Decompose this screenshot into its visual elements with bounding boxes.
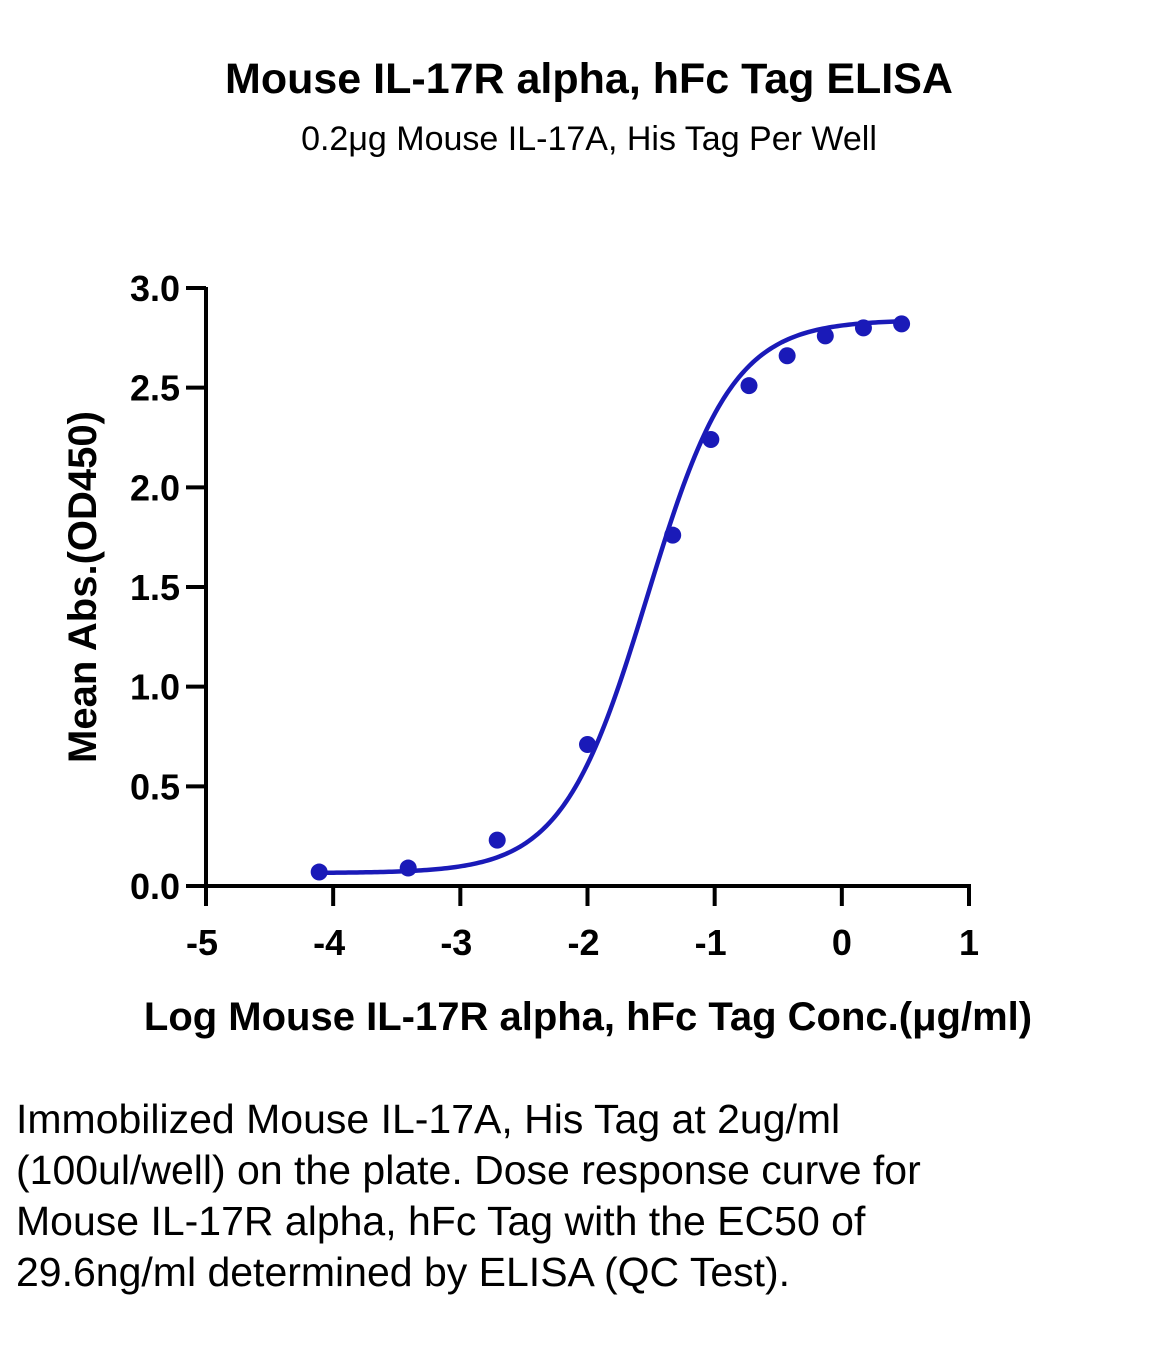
y-tick-label: 1.0 (130, 667, 180, 708)
y-tick-label: 3.0 (130, 268, 180, 309)
data-point (854, 319, 872, 337)
data-points (310, 315, 911, 881)
fit-curve (319, 319, 902, 876)
y-tick-label: 2.0 (130, 467, 180, 508)
data-point (740, 377, 758, 395)
data-point (702, 430, 720, 448)
x-tick-label: 0 (832, 922, 852, 963)
axes: 0.0 0.5 1.0 1.5 2.0 2.5 3.0 -5 -4 -3 -2 -1 0 1 (130, 268, 979, 963)
data-point (816, 327, 834, 345)
data-point (579, 735, 596, 753)
y-tick-label: 0.5 (130, 766, 180, 807)
data-point (399, 859, 417, 877)
y-tick-label: 0.0 (130, 866, 180, 907)
y-tick-label: 1.5 (130, 567, 180, 608)
fit-curve-layer (319, 319, 902, 876)
x-tick-label: -2 (567, 922, 599, 963)
figure-caption: Immobilized Mouse IL-17A, His Tag at 2ug… (16, 1096, 921, 1295)
data-point (488, 831, 506, 849)
data-point (893, 315, 911, 333)
data-point (778, 347, 796, 365)
x-tick-label: -1 (695, 922, 727, 963)
chart-title: Mouse IL-17R alpha, hFc Tag ELISA (225, 55, 953, 103)
x-tick-label: -3 (440, 922, 472, 963)
x-tick-label: -5 (186, 922, 218, 963)
elisa-chart: Mouse IL-17R alpha, hFc Tag ELISA 0.2μg … (61, 55, 1032, 1039)
chart-subtitle: 0.2μg Mouse IL-17A, His Tag Per Well (301, 120, 877, 158)
x-axis-label: Log Mouse IL-17R alpha, hFc Tag Conc.(μg… (144, 995, 1032, 1039)
x-tick-label: -4 (313, 922, 345, 963)
data-point (310, 863, 328, 881)
x-tick-label: 1 (959, 922, 979, 963)
y-axis-label: Mean Abs.(OD450) (61, 411, 105, 763)
data-point (664, 526, 682, 544)
y-tick-label: 2.5 (130, 368, 180, 409)
